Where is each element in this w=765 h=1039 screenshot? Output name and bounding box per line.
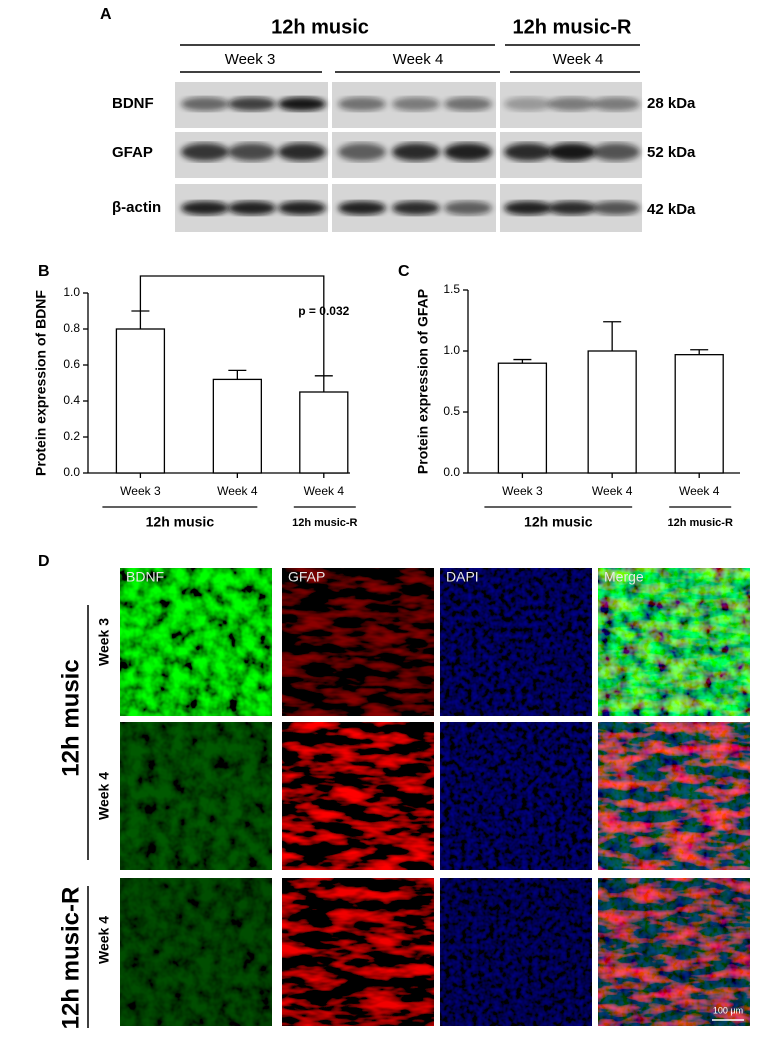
charts: B Protein expression of BDNF 0.0 0.2 0.4 0.6 0…: [33, 263, 740, 530]
scale-bar-label: 100 μm: [713, 1005, 743, 1015]
channel-label: DAPI: [446, 569, 479, 585]
row-label: Week 4: [96, 772, 112, 820]
blot-band: [392, 97, 440, 111]
blot-band: [548, 97, 596, 111]
group-label: 12h music: [524, 514, 593, 530]
panel-label: A: [100, 6, 112, 23]
blot-band: [392, 143, 440, 161]
blot-band: [392, 201, 440, 215]
protein-label: GFAP: [112, 144, 153, 161]
blot-band: [504, 201, 552, 215]
significance-bracket: [139, 275, 325, 376]
group-label: 12h music-R: [667, 517, 732, 529]
y-tick-label: 1.5: [443, 282, 460, 296]
blot-band: [181, 97, 229, 111]
panel-label: D: [38, 553, 50, 570]
y-tick-label: 0.6: [63, 357, 80, 371]
x-tick-label: Week 4: [592, 484, 633, 498]
blot-band: [181, 201, 229, 215]
row-label: Week 4: [96, 916, 112, 964]
blot-band: [228, 143, 276, 161]
y-axis-label: Protein expression of BDNF: [33, 290, 49, 476]
micrograph-channel: [440, 568, 592, 716]
micrograph-channel: [598, 568, 750, 716]
blot-band: [504, 97, 552, 111]
bar: [299, 391, 349, 474]
weight-label: 42 kDa: [647, 201, 696, 218]
blot-band: [278, 143, 326, 161]
blot-band: [504, 143, 552, 161]
blot-band: [228, 201, 276, 215]
x-tick-label: Week 4: [304, 484, 345, 498]
micrograph-channel: [598, 722, 750, 870]
x-tick-label: Week 4: [217, 484, 258, 498]
bar: [587, 350, 637, 474]
protein-label: β-actin: [112, 199, 161, 216]
week-label: Week 4: [393, 51, 444, 68]
micrograph-channel: [282, 568, 434, 716]
y-tick-label: 0.4: [63, 393, 80, 407]
blot-band: [592, 97, 640, 111]
blot-band: [548, 201, 596, 215]
blot-band: [444, 201, 492, 215]
channel-label: GFAP: [288, 569, 325, 585]
blot-band: [278, 201, 326, 215]
group-header: 12h music: [271, 16, 369, 38]
y-tick-label: 0.5: [443, 404, 460, 418]
blot-band: [278, 97, 326, 111]
blot-band: [181, 143, 229, 161]
micrograph-channel: [282, 878, 434, 1026]
bar: [674, 354, 724, 474]
group-header: 12h music-R: [513, 16, 632, 38]
group-label: 12h music: [146, 514, 215, 530]
x-tick-label: Week 3: [502, 484, 543, 498]
y-tick-label: 0.0: [443, 465, 460, 479]
y-tick-label: 1.0: [443, 343, 460, 357]
blot-band: [444, 97, 492, 111]
micrograph-channel: [120, 878, 272, 1026]
micrograph-channel: [440, 722, 592, 870]
group-label: 12h music-R: [57, 887, 84, 1030]
group-label: 12h music: [57, 659, 84, 776]
y-tick-label: 0.0: [63, 465, 80, 479]
row-label: Week 3: [96, 618, 112, 666]
y-axis-label: Protein expression of GFAP: [415, 289, 431, 474]
y-tick-label: 1.0: [63, 285, 80, 299]
blot-band: [548, 143, 596, 161]
y-tick-label: 0.2: [63, 429, 80, 443]
y-tick-label: 0.8: [63, 321, 80, 335]
week-label: Week 3: [225, 51, 276, 68]
channel-label: BDNF: [126, 569, 164, 585]
protein-label: BDNF: [112, 95, 154, 112]
micrograph-channel: [598, 878, 750, 1026]
bar: [497, 362, 548, 474]
micrographs: BDNF GFAP DAPI Merge 100 μm: [120, 568, 750, 1026]
blot-band: [444, 143, 492, 161]
x-tick-label: Week 3: [120, 484, 161, 498]
micrograph-channel: [120, 722, 272, 870]
western-blot: [175, 82, 642, 232]
group-label: 12h music-R: [292, 517, 357, 529]
micrograph-channel: [440, 878, 592, 1026]
blot-band: [338, 143, 386, 161]
panel-label: B: [38, 263, 50, 280]
blot-band: [338, 97, 386, 111]
blot-band: [592, 143, 640, 161]
blot-band: [592, 201, 640, 215]
bar: [115, 328, 166, 474]
micrograph-channel: [282, 722, 434, 870]
annotation: p = 0.032: [298, 304, 349, 318]
weight-label: 52 kDa: [647, 144, 696, 161]
micrograph-channel: [120, 568, 272, 716]
panel-label: C: [398, 263, 410, 280]
blot-band: [338, 201, 386, 215]
channel-label: Merge: [604, 569, 644, 585]
x-tick-label: Week 4: [679, 484, 720, 498]
week-label: Week 4: [553, 51, 604, 68]
blot-band: [228, 97, 276, 111]
weight-label: 28 kDa: [647, 95, 696, 112]
bar: [212, 378, 262, 474]
